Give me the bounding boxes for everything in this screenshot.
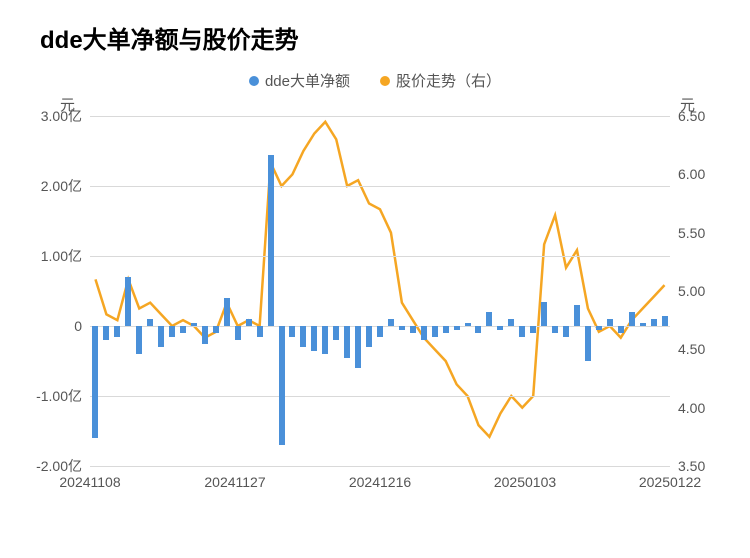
bar: [268, 155, 274, 327]
legend-label-line: 股价走势（右）: [396, 70, 501, 91]
grid-line: [90, 256, 670, 257]
x-tick: 20241216: [349, 474, 411, 490]
bar: [465, 323, 471, 327]
bar: [651, 319, 657, 326]
bar: [530, 326, 536, 333]
bar: [147, 319, 153, 326]
bar: [322, 326, 328, 354]
bar: [136, 326, 142, 354]
y-tick-right: 4.00: [678, 400, 705, 416]
bar: [235, 326, 241, 340]
bar: [311, 326, 317, 351]
legend: dde大单净额 股价走势（右）: [30, 70, 720, 91]
x-tick: 20241127: [204, 474, 265, 490]
bar: [366, 326, 372, 347]
bar: [585, 326, 591, 361]
bar: [486, 312, 492, 326]
x-tick: 20241108: [59, 474, 120, 490]
price-line-path: [95, 122, 664, 437]
plot-inner: 3.00亿2.00亿1.00亿0-1.00亿-2.00亿6.506.005.50…: [90, 116, 670, 466]
bar: [114, 326, 120, 337]
y-tick-left: 2.00亿: [41, 176, 82, 196]
bar: [410, 326, 416, 333]
bar: [344, 326, 350, 358]
chart-title: dde大单净额与股价走势: [30, 20, 720, 55]
bar: [213, 326, 219, 333]
y-tick-left: 0: [74, 318, 82, 334]
bar: [180, 326, 186, 333]
legend-item-line: 股价走势（右）: [380, 70, 501, 91]
bar: [289, 326, 295, 337]
x-tick: 20250122: [639, 474, 701, 490]
y-tick-right: 4.50: [678, 341, 705, 357]
y-tick-left: 1.00亿: [41, 246, 82, 266]
grid-line: [90, 396, 670, 397]
bar: [103, 326, 109, 340]
bar: [279, 326, 285, 445]
x-tick: 20250103: [494, 474, 556, 490]
bar: [125, 277, 131, 326]
bar: [508, 319, 514, 326]
bar: [377, 326, 383, 337]
y-tick-left: -1.00亿: [36, 386, 82, 406]
price-line: [90, 116, 670, 466]
legend-marker-line: [380, 76, 390, 86]
bar: [202, 326, 208, 344]
bar: [563, 326, 569, 337]
bar: [497, 326, 503, 330]
bar: [300, 326, 306, 347]
bar: [596, 326, 602, 330]
grid-line: [90, 186, 670, 187]
bar: [355, 326, 361, 368]
bar: [618, 326, 624, 333]
bar: [333, 326, 339, 340]
bar: [662, 316, 668, 327]
y-tick-right: 6.50: [678, 108, 705, 124]
plot-area: 元 元 3.00亿2.00亿1.00亿0-1.00亿-2.00亿6.506.00…: [30, 116, 720, 496]
bar: [541, 302, 547, 327]
y-tick-left: 3.00亿: [41, 106, 82, 126]
legend-marker-bars: [249, 76, 259, 86]
y-tick-right: 5.00: [678, 283, 705, 299]
bar: [552, 326, 558, 333]
y-tick-right: 5.50: [678, 225, 705, 241]
bar: [443, 326, 449, 333]
y-tick-right: 6.00: [678, 166, 705, 182]
y-tick-right: 3.50: [678, 458, 705, 474]
bar: [574, 305, 580, 326]
bar: [191, 323, 197, 327]
bar: [421, 326, 427, 340]
legend-label-bars: dde大单净额: [265, 70, 350, 91]
bar: [432, 326, 438, 337]
bar: [246, 319, 252, 326]
bar: [629, 312, 635, 326]
bar: [454, 326, 460, 330]
y-tick-left: -2.00亿: [36, 456, 82, 476]
bar: [640, 323, 646, 327]
bar: [158, 326, 164, 347]
bar: [388, 319, 394, 326]
bar: [519, 326, 525, 337]
chart-container: dde大单净额与股价走势 dde大单净额 股价走势（右） 元 元 3.00亿2.…: [0, 0, 750, 558]
legend-item-bars: dde大单净额: [249, 70, 350, 91]
grid-line: [90, 466, 670, 467]
bar: [92, 326, 98, 438]
bar: [224, 298, 230, 326]
bar: [257, 326, 263, 337]
bar: [475, 326, 481, 333]
bar: [399, 326, 405, 330]
bar: [169, 326, 175, 337]
bar: [607, 319, 613, 326]
grid-line: [90, 116, 670, 117]
